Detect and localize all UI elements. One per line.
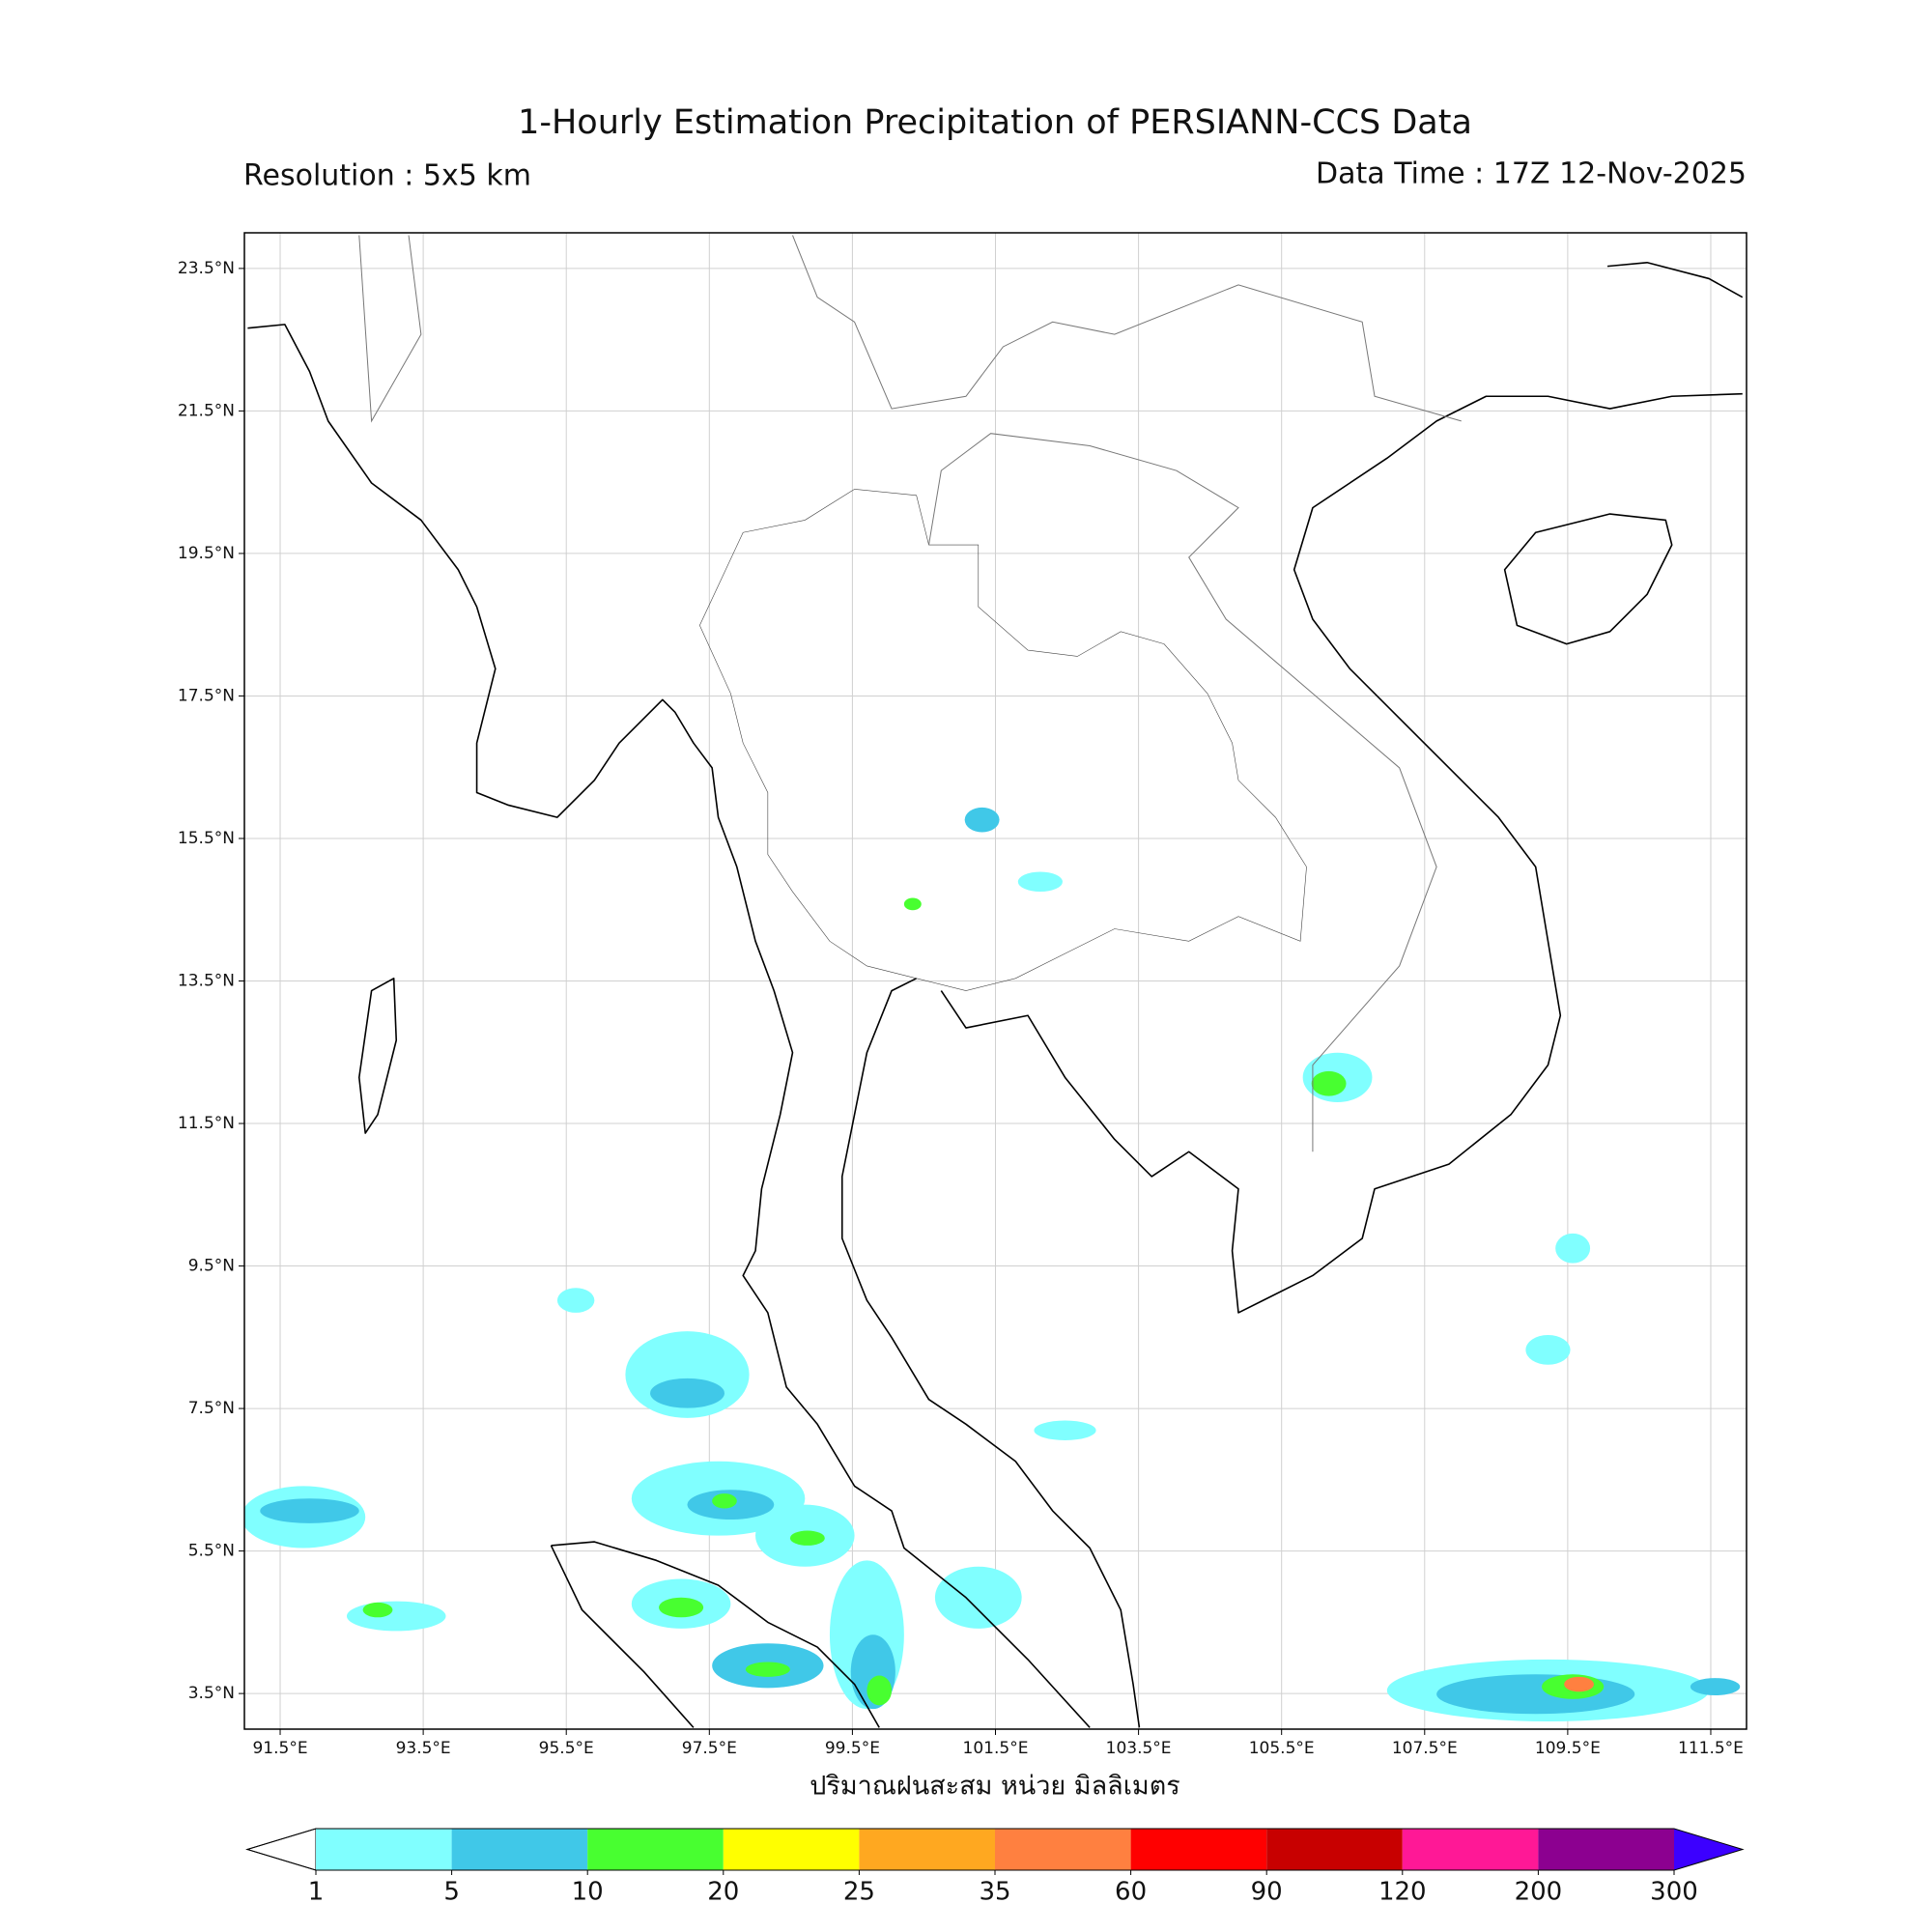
colorbar-box: [1402, 1829, 1539, 1870]
rain-area: [650, 1378, 724, 1408]
colorbar-box: [1538, 1829, 1674, 1870]
rain-area: [745, 1662, 790, 1677]
colorbar: 1 5 10 20 25 35 60 90 120 200 300: [245, 1828, 1745, 1907]
y-tick-label: 11.5°N: [178, 1114, 235, 1133]
rain-area: [903, 897, 922, 911]
rain-area: [1555, 1233, 1591, 1264]
rain-area: [1017, 871, 1063, 893]
colorbar-label: 25: [843, 1878, 875, 1907]
rain-area: [659, 1597, 704, 1618]
rain-area: [346, 1601, 446, 1632]
y-tick-label: 19.5°N: [178, 544, 235, 563]
x-tick-label: 97.5°E: [682, 1739, 737, 1758]
y-tick-label: 23.5°N: [178, 259, 235, 278]
colorbar-box: [995, 1829, 1131, 1870]
x-tick-label: 99.5°E: [825, 1739, 880, 1758]
y-tick-label: 9.5°N: [188, 1257, 235, 1276]
rain-area: [260, 1498, 359, 1523]
y-tick-label: 15.5°N: [178, 829, 235, 848]
colorbar-label: 10: [572, 1878, 604, 1907]
colorbar-label: 60: [1115, 1878, 1147, 1907]
rain-area: [1311, 1070, 1347, 1096]
rain-area: [1034, 1420, 1096, 1440]
rain-area: [1436, 1674, 1635, 1715]
colorbar-label: 35: [979, 1878, 1010, 1907]
colorbar-over: [1674, 1829, 1743, 1870]
data-time: Data Time : 17Z 12-Nov-2025: [1316, 157, 1747, 191]
x-tick-label: 111.5°E: [1678, 1739, 1744, 1758]
x-tick-label: 95.5°E: [539, 1739, 594, 1758]
map-layer: [244, 236, 1743, 1728]
colorbar-box: [587, 1829, 724, 1870]
x-tick-label: 107.5°E: [1392, 1739, 1458, 1758]
colorbar-box: [859, 1829, 995, 1870]
x-tick-label: 105.5°E: [1249, 1739, 1315, 1758]
colorbar-label: 1: [308, 1878, 325, 1907]
rain-area: [867, 1675, 893, 1706]
colorbar-box: [723, 1829, 860, 1870]
colorbar-label: 20: [707, 1878, 739, 1907]
colorbar-under: [245, 1828, 317, 1871]
colorbar-box: [1266, 1829, 1403, 1870]
rain-area: [556, 1288, 595, 1313]
colorbar-label: 90: [1251, 1878, 1283, 1907]
resolution: Resolution : 5x5 km: [243, 159, 531, 193]
title: 1-Hourly Estimation Precipitation of PER…: [518, 103, 1472, 142]
colorbar-label: 200: [1515, 1878, 1563, 1907]
rain-area: [964, 807, 1000, 833]
y-tick-label: 13.5°N: [178, 972, 235, 991]
rain-area: [934, 1566, 1022, 1629]
x-tick-label: 109.5°E: [1535, 1739, 1601, 1758]
y-tick-label: 5.5°N: [188, 1542, 235, 1561]
colorbar-box: [316, 1829, 452, 1870]
colorbar-label: 120: [1378, 1878, 1427, 1907]
rain-area: [789, 1530, 825, 1546]
colorbar-label: 300: [1650, 1878, 1698, 1907]
ticks: 91.5°E 93.5°E 95.5°E 97.5°E 99.5°E 101.5°E 103…: [178, 259, 1744, 1758]
rain-area: [1564, 1676, 1594, 1692]
x-tick-label: 101.5°E: [963, 1739, 1029, 1758]
x-tick-label: 93.5°E: [396, 1739, 451, 1758]
x-tick-label: 103.5°E: [1106, 1739, 1172, 1758]
colorbar-box: [1130, 1829, 1267, 1870]
y-tick-label: 3.5°N: [188, 1684, 235, 1703]
rain-area: [1525, 1334, 1571, 1365]
rain-area: [362, 1602, 393, 1618]
y-tick-label: 7.5°N: [188, 1399, 235, 1418]
colorbar-label: 5: [443, 1878, 460, 1907]
colorbar-box: [451, 1829, 588, 1870]
coastlines: [247, 236, 1742, 1728]
rain-area: [712, 1493, 737, 1509]
y-tick-label: 21.5°N: [178, 401, 235, 420]
rain-areas: [244, 807, 1741, 1721]
x-tick-label: 91.5°E: [252, 1739, 307, 1758]
y-tick-label: 17.5°N: [178, 686, 235, 705]
x-axis-label: ปริมาณฝนสะสม หน่วย มิลลิเมตร: [810, 1772, 1180, 1802]
rain-area: [1690, 1678, 1741, 1696]
grid: [244, 233, 1747, 1729]
